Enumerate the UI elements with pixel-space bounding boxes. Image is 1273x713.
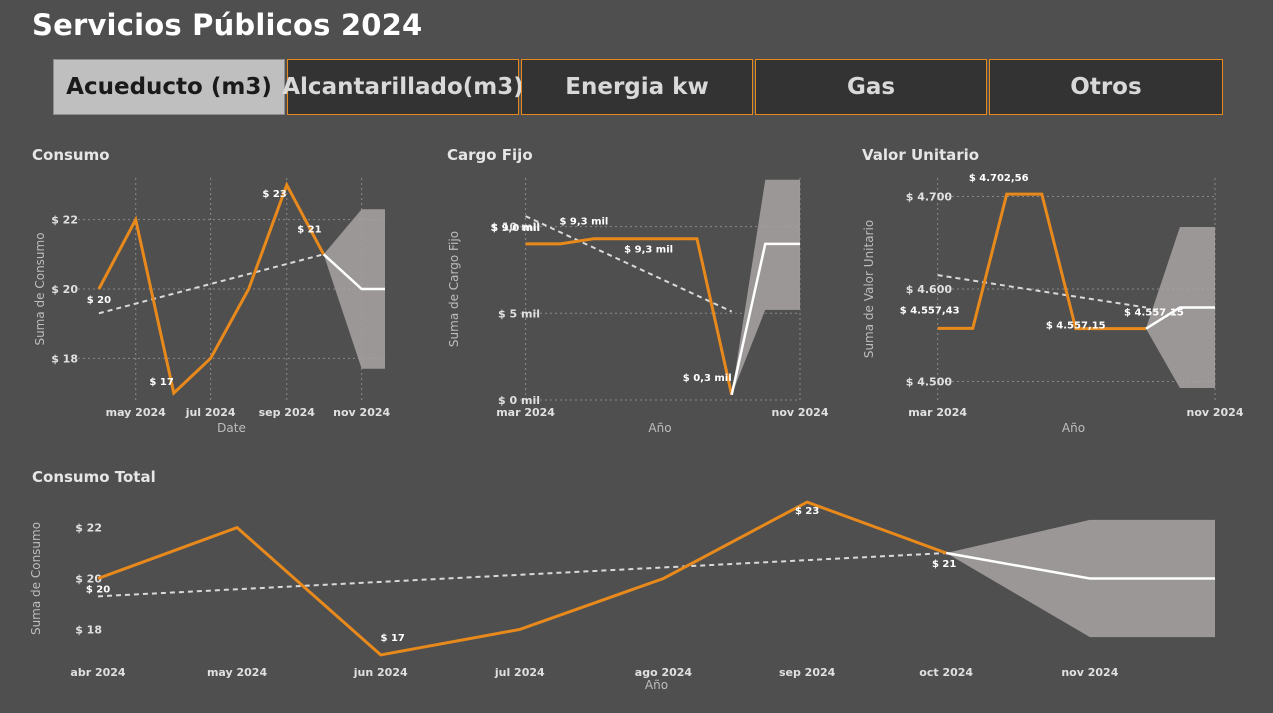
y-axis-label: Suma de Valor Unitario [862, 220, 876, 358]
data-label: $ 4.702,56 [969, 173, 1029, 184]
y-tick-label: $ 0 mil [498, 394, 540, 407]
x-tick-label: nov 2024 [771, 406, 828, 419]
y-tick-label: $ 20 [51, 283, 78, 296]
x-tick-label: sep 2024 [779, 666, 836, 679]
x-axis-label: Año [1062, 421, 1085, 435]
data-label: $ 21 [297, 224, 321, 235]
y-axis-label: Suma de Consumo [29, 522, 43, 635]
x-tick-label: may 2024 [207, 666, 268, 679]
trend-line [98, 253, 324, 315]
data-label: $ 4.557,43 [900, 305, 960, 316]
y-tick-label: $ 4.500 [906, 376, 953, 389]
chart-title-consumo-total: Consumo Total [32, 468, 156, 486]
forecast-line [945, 551, 1215, 580]
y-tick-label: $ 18 [51, 352, 78, 365]
y-tick-label: $ 18 [75, 623, 102, 636]
series-line [97, 181, 325, 396]
data-label: $ 20 [87, 295, 111, 306]
data-label: $ 9,3 mil [559, 217, 608, 228]
chart-title-cargo-fijo: Cargo Fijo [447, 146, 533, 164]
data-label: $ 4.557,15 [1046, 321, 1106, 332]
x-tick-label: may 2024 [106, 406, 167, 419]
x-axis-label: Año [648, 421, 671, 435]
tab-otros[interactable]: Otros [989, 59, 1223, 115]
data-label: $ 17 [381, 633, 405, 644]
x-tick-label: abr 2024 [70, 666, 126, 679]
x-tick-label: oct 2024 [919, 666, 973, 679]
x-axis-label: Date [217, 421, 246, 435]
x-tick-label: mar 2024 [908, 406, 967, 419]
tab-acueducto[interactable]: Acueducto (m3) [53, 59, 285, 115]
chart-title-consumo: Consumo [32, 146, 110, 164]
y-tick-label: $ 4.700 [906, 191, 953, 204]
x-tick-label: nov 2024 [1186, 406, 1243, 419]
data-label: $ 21 [932, 559, 956, 570]
trend-line [525, 215, 733, 313]
series-line [525, 237, 734, 396]
y-tick-label: $ 22 [75, 522, 102, 535]
y-tick-label: $ 22 [51, 214, 78, 227]
series-line [937, 192, 1146, 331]
x-tick-label: jul 2024 [494, 666, 545, 679]
data-label: $ 0,3 mil [683, 373, 732, 384]
y-tick-label: $ 4.600 [906, 283, 953, 296]
x-tick-label: jun 2024 [353, 666, 408, 679]
tab-energia[interactable]: Energia kw [521, 59, 753, 115]
data-label: $ 9,3 mil [624, 245, 673, 256]
x-tick-label: nov 2024 [333, 406, 390, 419]
x-tick-label: sep 2024 [259, 406, 316, 419]
forecast-line [730, 242, 800, 396]
trend-line [937, 274, 1147, 309]
forecast-band [731, 179, 800, 395]
y-tick-label: $ 20 [75, 573, 102, 586]
x-tick-label: mar 2024 [496, 406, 555, 419]
y-axis-label: Suma de Consumo [33, 232, 47, 345]
y-tick-label: $ 10 mil [490, 221, 540, 234]
chart-title-valor-unitario: Valor Unitario [862, 146, 980, 164]
x-tick-label: nov 2024 [1061, 666, 1118, 679]
data-label: $ 9,0 mil [491, 223, 540, 234]
forecast-band [946, 519, 1215, 638]
series-line [97, 500, 947, 657]
tab-alcantarillado[interactable]: Alcantarillado(m3) [282, 59, 524, 115]
trend-line [97, 552, 947, 598]
data-label: $ 17 [149, 377, 173, 388]
forecast-line [1145, 306, 1215, 330]
forecast-line [322, 253, 385, 291]
data-label: $ 23 [262, 189, 286, 200]
x-tick-label: jul 2024 [185, 406, 236, 419]
data-label: $ 23 [795, 506, 819, 517]
data-label: $ 4.557,15 [1124, 308, 1184, 319]
y-axis-label: Suma de Cargo Fijo [447, 231, 461, 347]
data-label: $ 20 [86, 585, 110, 596]
tab-gas[interactable]: Gas [755, 59, 987, 115]
forecast-band [323, 209, 385, 369]
y-tick-label: $ 5 mil [498, 307, 540, 320]
x-axis-label: Año [645, 678, 668, 692]
page-title: Servicios Públicos 2024 [32, 8, 423, 42]
x-tick-label: ago 2024 [635, 666, 693, 679]
